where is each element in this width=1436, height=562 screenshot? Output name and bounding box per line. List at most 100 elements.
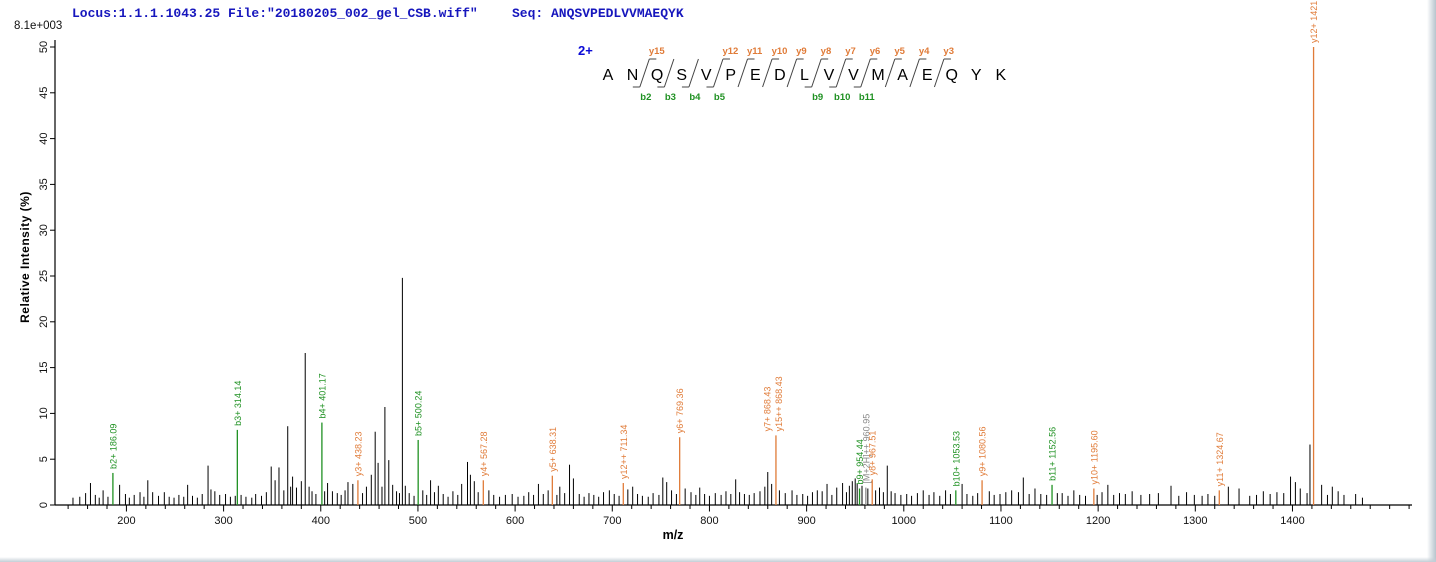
peak-label: y6+ 769.36	[675, 388, 685, 433]
y-ion-label: y6	[870, 46, 881, 57]
fragmentation-mark	[909, 58, 927, 88]
y-ion-label: y11	[747, 46, 763, 57]
sequence-residue: E	[750, 67, 761, 84]
b-ion-label: b3	[665, 92, 676, 103]
fragmentation-mark	[853, 58, 878, 88]
x-axis-tick-label: 1300	[1183, 515, 1207, 527]
sequence-residue: A	[897, 67, 908, 84]
fragmentation-mark	[681, 58, 699, 88]
peak-label: [M+2H]++ 960.95	[861, 414, 871, 484]
peak-label: y7+ 868.43	[762, 387, 772, 432]
peak-label: b3+ 314.14	[233, 381, 243, 426]
fragmentation-mark	[737, 58, 755, 88]
x-axis-tick-label: 1200	[1086, 515, 1110, 527]
sequence-residue: Q	[945, 67, 957, 84]
sequence-residue: E	[922, 67, 933, 84]
sequence-header-label: Seq: ANQSVPEDLVVMAEQYK	[512, 6, 684, 21]
fragmentation-mark	[657, 58, 675, 88]
peak-label: y9+ 1080.56	[978, 426, 988, 476]
x-axis-tick-label: 500	[409, 515, 427, 527]
peak-label: y3+ 438.23	[353, 431, 363, 476]
peak-label: b2+ 186.09	[108, 424, 118, 469]
fragmentation-mark	[786, 58, 804, 88]
y-axis-tick-label: 30	[38, 224, 50, 236]
base-peak-intensity-label: 8.1e+003	[14, 20, 63, 32]
peak-label: y5+ 638.31	[548, 427, 558, 472]
fragmentation-mark	[933, 58, 951, 88]
y-axis-tick-label: 45	[38, 87, 50, 99]
fragmentation-mark	[762, 58, 780, 88]
y-axis-tick-label: 25	[38, 270, 50, 282]
x-axis-tick-label: 800	[700, 515, 718, 527]
sequence-residue: A	[603, 67, 614, 84]
y-axis-tick-label: 15	[38, 361, 50, 373]
y-ion-label: y9	[796, 46, 807, 57]
x-axis-tick-label: 1100	[989, 515, 1013, 527]
sequence-residue: V	[701, 67, 712, 84]
peak-label: b11+ 1152.56	[1048, 427, 1058, 481]
y-axis-tick-label: 35	[38, 178, 50, 190]
fragmentation-mark	[632, 58, 657, 88]
peak-label: y11+ 1324.67	[1215, 432, 1225, 486]
x-axis-tick-label: 600	[506, 515, 524, 527]
peak-label: b5+ 500.24	[414, 391, 424, 436]
fragmentation-mark	[804, 58, 829, 88]
y-axis-tick-label: 50	[38, 41, 50, 53]
locus-file-label: Locus:1.1.1.1043.25 File:"20180205_002_g…	[72, 6, 478, 21]
sequence-residue: Q	[651, 67, 663, 84]
x-axis-tick-label: 300	[214, 515, 232, 527]
x-axis-title: m/z	[662, 528, 684, 542]
sequence-residue: V	[824, 67, 835, 84]
x-axis-tick-label: 900	[797, 515, 815, 527]
peak-label: y15++ 868.43	[774, 376, 784, 431]
y-axis-tick-label: 5	[38, 456, 50, 462]
y-ion-label: y3	[943, 46, 954, 57]
peak-label: b9+ 954.44	[855, 439, 865, 484]
window-edge-gradient-right	[1427, 0, 1436, 562]
peak-label: y12+ 1421.70	[1309, 0, 1319, 43]
y-ion-label: y15	[649, 46, 666, 57]
x-axis-tick-label: 1000	[892, 515, 916, 527]
y-axis-tick-label: 10	[38, 407, 50, 419]
fragmentation-mark	[706, 58, 730, 88]
b-ion-label: b10	[834, 92, 850, 103]
peak-label: y10+ 1195.60	[1089, 430, 1099, 484]
y-axis-tick-label: 0	[38, 502, 50, 508]
x-axis-tick-label: 700	[603, 515, 621, 527]
y-axis-tick-label: 20	[38, 316, 50, 328]
peak-label: b10+ 1053.53	[951, 431, 961, 486]
sequence-residue: V	[848, 67, 859, 84]
sequence-residue: D	[774, 67, 786, 84]
b-ion-label: b11	[859, 92, 876, 103]
sequence-residue: L	[800, 67, 809, 84]
peak-label: b4+ 401.17	[317, 373, 327, 418]
sequence-residue: N	[627, 67, 639, 84]
b-ion-label: b2	[640, 92, 651, 103]
y-ion-label: y8	[821, 46, 832, 57]
sequence-residue: P	[725, 67, 736, 84]
y-ion-label: y7	[845, 46, 856, 57]
window-edge-gradient-bottom	[0, 557, 1436, 562]
y-axis-tick-label: 40	[38, 132, 50, 144]
sequence-residue: Y	[971, 67, 982, 84]
fragmentation-mark	[829, 58, 853, 88]
peak-label: y12++ 711.34	[619, 425, 629, 479]
peak-label: y4+ 567.28	[479, 431, 489, 476]
x-axis-tick-label: 200	[117, 515, 135, 527]
sequence-residue: M	[871, 67, 884, 84]
y-ion-label: y10	[772, 46, 788, 57]
x-axis-tick-label: 400	[312, 515, 330, 527]
y-ion-label: y4	[919, 46, 930, 57]
sequence-residue: S	[676, 67, 687, 84]
peak-label: y8+ 967.51	[868, 431, 878, 476]
charge-state-label: 2+	[578, 43, 593, 58]
y-ion-label: y5	[894, 46, 905, 57]
b-ion-label: b4	[689, 92, 701, 103]
b-ion-label: b9	[812, 92, 823, 103]
x-axis-tick-label: 1400	[1280, 515, 1304, 527]
b-ion-label: b5	[714, 92, 726, 103]
y-ion-label: y12	[722, 46, 738, 57]
sequence-residue: K	[995, 67, 1006, 84]
